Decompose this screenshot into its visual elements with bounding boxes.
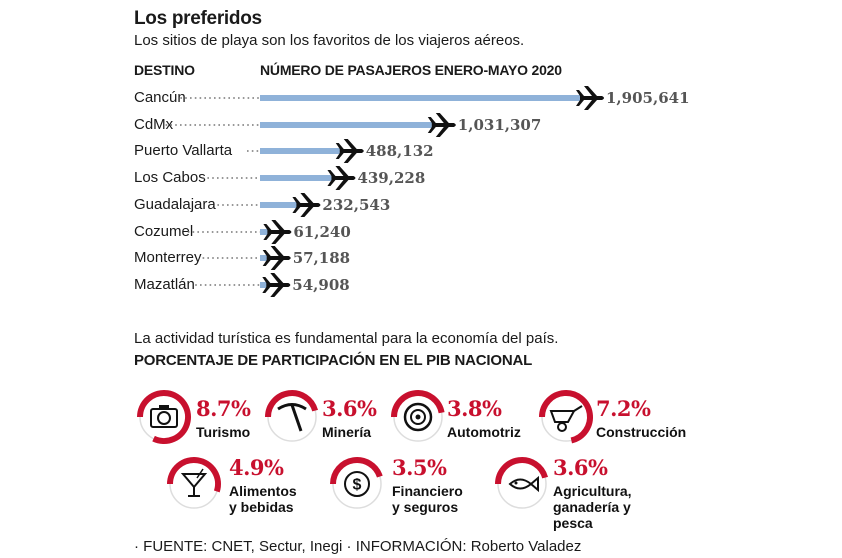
pib-gauge [265, 390, 319, 442]
airplane-icon [262, 246, 291, 271]
bar-row [180, 86, 604, 110]
pib-label: Agricultura, ganadería y pesca [553, 483, 632, 531]
camera-icon [150, 405, 178, 428]
pib-label: Automotriz [447, 424, 521, 440]
pib-label-line: Turismo [196, 424, 251, 440]
airplane-icon [427, 112, 456, 137]
pib-value: 4.9% [229, 455, 284, 480]
pib-heading: PORCENTAJE DE PARTICIPACIÓN EN EL PIB NA… [134, 352, 533, 369]
pib-label: Minería [322, 424, 371, 440]
pib-value: 3.5% [392, 455, 447, 480]
value-label: 1,905,641 [606, 89, 690, 107]
value-label: 61,240 [293, 222, 351, 241]
chart-title: Los preferidos [134, 8, 262, 29]
bar-row [202, 246, 291, 271]
cocktail-icon [180, 468, 208, 497]
pib-label-line: Alimentos [229, 483, 297, 499]
pib-gauge [137, 390, 191, 444]
bar [260, 95, 583, 101]
bar-row [202, 166, 356, 191]
value-label: 439,228 [357, 169, 426, 188]
bar [260, 281, 270, 288]
pib-value: 7.2% [596, 396, 651, 421]
bar-row [165, 112, 456, 137]
chart-subtitle: Los sitios de playa son los favoritos de… [134, 32, 525, 49]
value-label: 488,132 [365, 142, 434, 161]
pib-intro: La actividad turística es fundamental pa… [134, 330, 559, 347]
pib-label-line: Agricultura, [553, 483, 632, 499]
value-label: 54,908 [292, 275, 350, 294]
tire-icon [403, 402, 433, 432]
pib-label-line: Minería [322, 424, 372, 440]
pib-label: Turismo [196, 424, 250, 440]
pib-value: 3.6% [553, 455, 608, 480]
airplane-icon [262, 272, 291, 297]
pib-label: Financiero y seguros [392, 483, 463, 515]
category-label: Monterrey [134, 249, 202, 267]
value-label: 232,543 [322, 195, 391, 214]
airplane-icon [327, 166, 356, 191]
category-label: Cozumel [134, 222, 194, 240]
pib-label: Construcción [596, 424, 686, 440]
y-axis-label: DESTINO [134, 62, 195, 78]
svg-text:$: $ [353, 477, 362, 494]
category-label: Guadalajara [134, 195, 216, 213]
pib-label-line: y seguros [392, 499, 459, 515]
pib-label-line: Financiero [392, 483, 463, 499]
coin-icon: $ [344, 471, 370, 497]
value-label: 1,031,307 [457, 115, 542, 134]
wheelbarrow-icon [549, 405, 583, 432]
pib-gauge: $ [330, 457, 383, 509]
pib-label-line: y bebidas [229, 499, 294, 515]
pib-label: Alimentos y bebidas [229, 483, 297, 515]
pib-gauge [495, 457, 549, 509]
pib-value: 3.8% [447, 396, 502, 421]
category-label: Cancún [134, 89, 186, 106]
pib-value: 8.7% [196, 396, 251, 421]
category-label: Los Cabos [134, 169, 206, 187]
category-label: Puerto Vallarta [134, 142, 233, 160]
bar [260, 228, 271, 235]
bar-row [187, 219, 292, 244]
fish-icon [508, 475, 539, 493]
pib-gauge [167, 457, 221, 509]
airplane-icon [335, 139, 364, 164]
category-label: Mazatlán [134, 275, 195, 293]
bar [260, 121, 435, 128]
bar-row [217, 192, 321, 217]
pib-gauge [391, 390, 445, 442]
pib-gauge [539, 390, 593, 444]
bar [260, 255, 270, 262]
bar [260, 148, 343, 155]
airplane-icon [263, 219, 292, 244]
airplane-icon [292, 192, 321, 217]
x-axis-label: NÚMERO DE PASAJEROS ENERO-MAYO 2020 [260, 62, 562, 78]
airplane-icon [576, 86, 604, 110]
pib-label-line: Automotriz [447, 424, 521, 440]
bar [260, 201, 300, 208]
pib-label-line: ganadería y [553, 499, 631, 515]
source-note: · FUENTE: CNET, Sectur, Inegi · INFORMAC… [134, 538, 582, 555]
bar-row [247, 139, 364, 164]
bar-row [195, 272, 291, 297]
bar [260, 175, 335, 182]
pib-label-line: Construcción [596, 424, 687, 440]
value-label: 57,188 [292, 249, 351, 268]
category-label: CdMx [134, 115, 174, 133]
pib-label-line: pesca [553, 515, 593, 531]
pickaxe-icon [277, 403, 307, 432]
pib-value: 3.6% [322, 396, 377, 421]
